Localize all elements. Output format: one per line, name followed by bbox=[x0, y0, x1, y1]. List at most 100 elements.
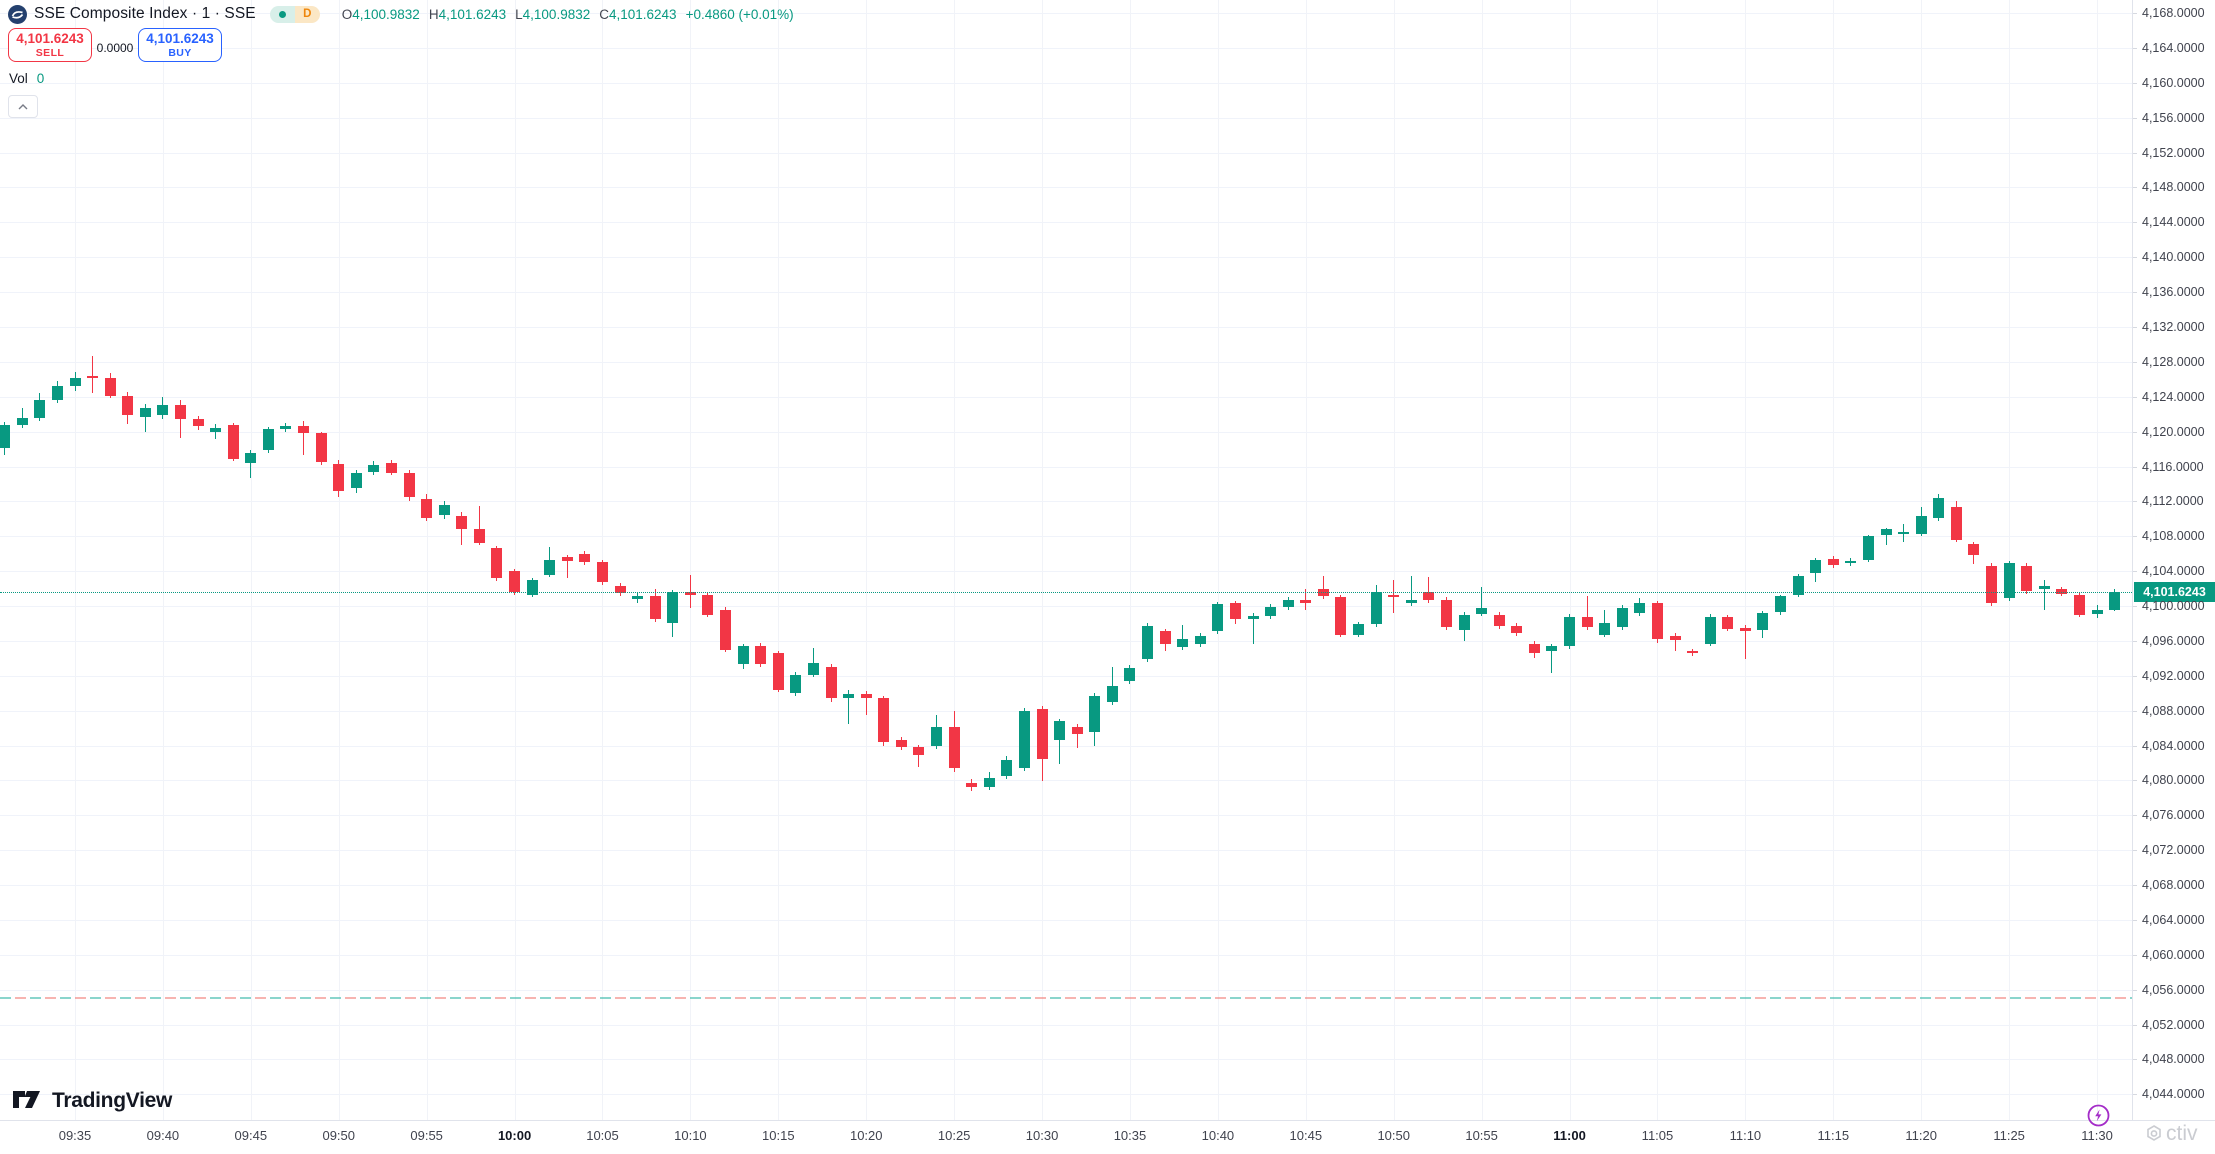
symbol-title[interactable]: SSE Composite Index · 1 · SSE bbox=[34, 5, 256, 22]
time-grid-line bbox=[250, 0, 252, 1120]
candle-body bbox=[1581, 617, 1593, 627]
price-tick-label: 4,088.0000 bbox=[2142, 703, 2205, 718]
candle-body bbox=[2003, 563, 2015, 599]
price-tick-label: 4,096.0000 bbox=[2142, 633, 2205, 648]
time-grid-line bbox=[162, 0, 164, 1120]
high-value: 4,101.6243 bbox=[438, 6, 507, 22]
collapse-panel-button[interactable] bbox=[8, 95, 38, 118]
candle-body bbox=[1370, 592, 1382, 625]
candle-body bbox=[737, 646, 749, 665]
candle-body bbox=[684, 592, 696, 595]
buy-button[interactable]: 4,101.6243 BUY bbox=[138, 28, 222, 62]
time-grid-line bbox=[514, 0, 516, 1120]
candle-body bbox=[87, 375, 99, 379]
time-grid-line bbox=[1745, 0, 1747, 1120]
candle-body bbox=[649, 595, 661, 620]
candle-body bbox=[1704, 616, 1716, 644]
time-axis[interactable]: 09:35 09:40 09:45 09:50 09:55 10:00 10:05 10:10… bbox=[0, 1120, 2215, 1154]
candle-body bbox=[2056, 589, 2068, 594]
time-tick-label: 10:35 bbox=[1113, 1128, 1147, 1143]
price-tick-label: 4,168.0000 bbox=[2142, 6, 2205, 21]
time-tick-label: 11:20 bbox=[1905, 1128, 1937, 1143]
price-tick-label: 4,108.0000 bbox=[2142, 529, 2205, 544]
current-price-line bbox=[0, 591, 2132, 593]
candle-body bbox=[2073, 594, 2085, 615]
price-grid-line bbox=[0, 710, 2132, 712]
time-tick-label: 09:45 bbox=[234, 1128, 268, 1143]
price-axis-tick bbox=[2133, 885, 2137, 887]
price-tick-label: 4,104.0000 bbox=[2142, 564, 2205, 579]
candle-wick bbox=[1885, 527, 1887, 545]
price-axis-tick bbox=[2133, 327, 2137, 328]
time-grid-line bbox=[866, 0, 868, 1120]
candle-body bbox=[1634, 602, 1646, 613]
time-tick-label: 09:40 bbox=[146, 1128, 180, 1143]
candle-body bbox=[1862, 536, 1874, 560]
symbol-legend[interactable]: SSE Composite Index · 1 · SSE D O4,100.9… bbox=[8, 4, 794, 24]
time-tick-label: 10:30 bbox=[1025, 1128, 1059, 1143]
time-grid-line bbox=[602, 0, 604, 1120]
price-axis-tick bbox=[2133, 361, 2137, 363]
time-tick-label: 10:05 bbox=[586, 1128, 619, 1143]
price-grid-line bbox=[0, 606, 2132, 608]
price-axis[interactable]: 4,101.6243 4,168.0000 4,164.0000 4,160.000… bbox=[2132, 0, 2215, 1120]
candle-body bbox=[1968, 544, 1980, 555]
price-axis-tick bbox=[2133, 117, 2137, 119]
price-axis-tick bbox=[2133, 1059, 2137, 1061]
price-tick-label: 4,060.0000 bbox=[2142, 947, 2205, 962]
candle-body bbox=[1265, 606, 1277, 616]
sell-button[interactable]: 4,101.6243 SELL bbox=[8, 28, 92, 62]
chart-pane[interactable] bbox=[0, 0, 2132, 1120]
candle-body bbox=[174, 404, 186, 420]
price-grid-line bbox=[0, 47, 2132, 49]
price-tick-label: 4,120.0000 bbox=[2142, 424, 2205, 439]
candle-wick bbox=[250, 449, 252, 478]
candle-body bbox=[262, 429, 274, 450]
candle-wick bbox=[1111, 667, 1113, 705]
candle-body bbox=[385, 463, 397, 473]
candle-wick bbox=[2043, 579, 2045, 610]
candle-wick bbox=[689, 574, 691, 608]
market-status-pill[interactable]: D bbox=[269, 5, 320, 23]
time-tick-label: 10:55 bbox=[1465, 1128, 1498, 1143]
candle-body bbox=[0, 424, 11, 449]
price-tick-label: 4,112.0000 bbox=[2142, 494, 2204, 509]
candle-wick bbox=[1428, 577, 1430, 603]
candle-body bbox=[1845, 560, 1857, 564]
low-label: L bbox=[515, 6, 523, 22]
price-grid-line bbox=[0, 919, 2132, 921]
price-grid-line bbox=[0, 117, 2132, 119]
candle-wick bbox=[1059, 718, 1061, 764]
candle-body bbox=[245, 452, 257, 464]
candle-body bbox=[473, 529, 485, 544]
price-grid-line bbox=[0, 780, 2132, 782]
candle-body bbox=[614, 585, 626, 593]
candle-body bbox=[1564, 616, 1576, 647]
candle-body bbox=[1247, 615, 1259, 620]
time-tick-label: 10:20 bbox=[849, 1128, 883, 1143]
price-axis-tick bbox=[2133, 954, 2137, 956]
price-grid-line bbox=[0, 675, 2132, 677]
tradingview-logo[interactable]: TradingView bbox=[13, 1089, 172, 1113]
time-grid-line bbox=[1481, 0, 1483, 1120]
time-tick-label: 11:30 bbox=[2081, 1128, 2113, 1143]
price-axis-tick bbox=[2133, 13, 2137, 15]
price-axis-tick bbox=[2133, 989, 2137, 991]
time-tick-label: 09:50 bbox=[322, 1128, 356, 1143]
candle-body bbox=[315, 433, 327, 463]
candle-body bbox=[1739, 627, 1751, 632]
price-grid-line bbox=[0, 745, 2132, 747]
close-value: 4,101.6243 bbox=[608, 6, 677, 22]
price-tick-label: 4,080.0000 bbox=[2142, 773, 2205, 788]
candle-body bbox=[491, 548, 503, 579]
candle-body bbox=[421, 498, 433, 518]
price-axis-tick bbox=[2133, 152, 2137, 154]
volume-indicator-legend[interactable]: Vol 0 bbox=[9, 71, 44, 86]
candle-wick bbox=[1604, 609, 1606, 638]
price-grid-line bbox=[0, 187, 2132, 189]
price-axis-tick bbox=[2133, 431, 2137, 433]
candle-body bbox=[825, 667, 837, 698]
time-tick-label: 11:05 bbox=[1641, 1128, 1674, 1143]
candle-body bbox=[878, 698, 890, 743]
flash-boost-icon[interactable] bbox=[2087, 1104, 2110, 1127]
